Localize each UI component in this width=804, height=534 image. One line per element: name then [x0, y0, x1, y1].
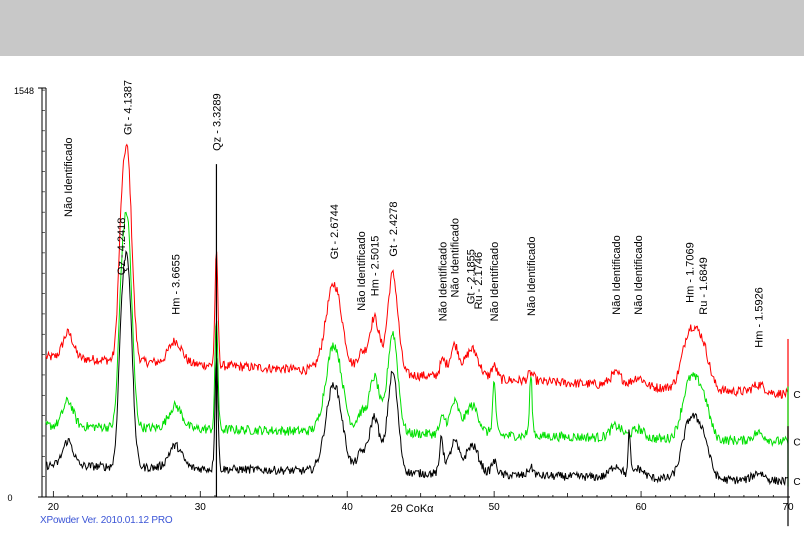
- peak-label: Gt - 2.4278: [388, 202, 400, 257]
- peak-label: Hm - 1.5926: [754, 287, 766, 348]
- x-axis-label: 2θ CoKα: [390, 503, 434, 515]
- peak-label: Hm - 1.7069: [685, 242, 697, 303]
- y-ticks: 0 1548: [7, 86, 46, 503]
- x-tick-label: 30: [195, 502, 207, 513]
- peak-label: Qz - 4.2418: [116, 218, 128, 275]
- peak-label: Não Identificado: [489, 242, 501, 322]
- peak-label: Gt - 2.6744: [329, 204, 341, 259]
- peak-label: Não Identificado: [611, 235, 623, 315]
- peak-label: Não Identificado: [633, 235, 645, 315]
- peak-label: Gt - 4.1387: [123, 80, 135, 135]
- peak-labels: Não Identificado Qz - 4.2418 Gt - 4.1387 Hm…: [63, 80, 766, 348]
- peak-label: Não Identificado: [356, 231, 368, 311]
- series-labels: C C C: [793, 390, 800, 488]
- y-tick-label: 0: [7, 493, 12, 503]
- peak-label: Não Identificado: [63, 137, 75, 217]
- peak-label: Gt - 2.1855: [466, 249, 478, 304]
- peak-label: Hm - 2.5015: [369, 236, 381, 297]
- series-label: C: [793, 438, 800, 449]
- series-label: C: [793, 390, 800, 401]
- x-tick-label: 50: [489, 502, 501, 513]
- y-tick-label: 1548: [14, 86, 34, 96]
- header-band: [0, 0, 804, 56]
- series-label: C: [793, 477, 800, 488]
- x-tick-label: 40: [342, 502, 354, 513]
- software-version: XPowder Ver. 2010.01.12 PRO: [40, 515, 173, 526]
- series-group: [45, 143, 789, 527]
- peak-label: Não Identificado: [449, 218, 461, 297]
- series-line-1: [45, 143, 789, 399]
- peak-label: Qz - 3.3289: [211, 93, 223, 150]
- peak-label: Hm - 3.6655: [170, 254, 182, 315]
- peak-label: Ru - 2.1746: [473, 252, 485, 309]
- peak-label: Ru - 1.6849: [698, 257, 710, 314]
- peak-label: Não Identificado: [438, 242, 450, 322]
- series-line-3: [45, 249, 789, 486]
- x-tick-label: 20: [48, 502, 60, 513]
- series-line-2: [45, 211, 789, 448]
- x-tick-label: 60: [636, 502, 648, 513]
- peak-label: Não Identificado: [526, 237, 538, 317]
